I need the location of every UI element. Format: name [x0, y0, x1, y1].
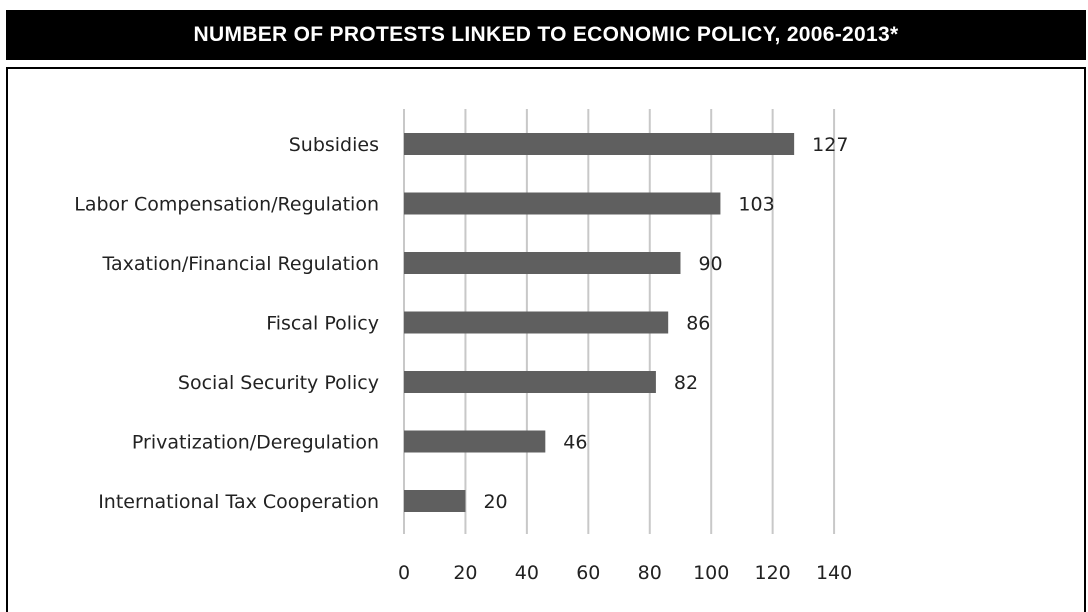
bar — [404, 192, 721, 215]
bar-chart: 0 20 40 60 80 100 120 140 Subsidies 127 Labor Comp… — [74, 109, 852, 584]
chart-title: NUMBER OF PROTESTS LINKED TO ECONOMIC PO… — [193, 23, 899, 46]
value-label: 46 — [563, 432, 587, 454]
bar — [404, 371, 656, 393]
bar — [404, 430, 546, 453]
chart-title-bar: NUMBER OF PROTESTS LINKED TO ECONOMIC PO… — [6, 10, 1086, 60]
labels: 0 20 40 60 80 100 120 140 Subsidies 127 Labor Comp… — [74, 134, 852, 584]
value-label: 127 — [812, 134, 848, 156]
bars — [404, 133, 795, 512]
bar — [404, 490, 466, 512]
x-tick-label: 20 — [453, 562, 477, 584]
x-tick-label: 140 — [816, 562, 852, 584]
value-label: 20 — [483, 491, 507, 513]
value-label: 86 — [686, 313, 710, 335]
x-tick-label: 0 — [398, 562, 410, 584]
category-label: Privatization/Deregulation — [132, 432, 379, 454]
x-tick-label: 100 — [693, 562, 729, 584]
category-label: Social Security Policy — [178, 372, 379, 394]
value-label: 90 — [698, 253, 722, 275]
category-label: Subsidies — [289, 134, 379, 156]
x-tick-label: 60 — [576, 562, 600, 584]
chart-frame: 0 20 40 60 80 100 120 140 Subsidies 127 Labor Comp… — [6, 67, 1086, 612]
category-label: International Tax Cooperation — [98, 491, 379, 513]
bar — [404, 133, 795, 155]
value-label: 82 — [674, 372, 698, 394]
x-tick-label: 120 — [755, 562, 791, 584]
category-label: Labor Compensation/Regulation — [74, 194, 379, 216]
x-tick-label: 40 — [515, 562, 539, 584]
category-label: Taxation/Financial Regulation — [102, 253, 379, 275]
bar — [404, 311, 669, 334]
x-tick-label: 80 — [638, 562, 662, 584]
bar — [404, 252, 681, 274]
category-label: Fiscal Policy — [266, 313, 379, 335]
value-label: 103 — [738, 194, 774, 216]
